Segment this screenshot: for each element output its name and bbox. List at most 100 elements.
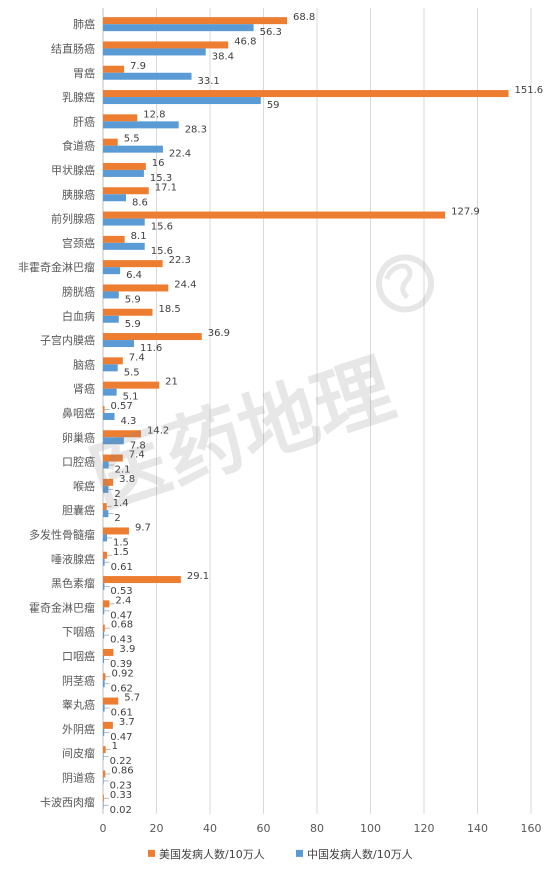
bar-us [103,503,107,511]
data-label-cn: 0.62 [111,683,133,694]
data-label-us: 5.7 [124,693,140,704]
data-label-us: 5.5 [124,134,140,145]
category-label: 子宫内膜癌 [40,333,95,347]
bar-us [103,478,114,486]
bar-cn [103,412,115,420]
bar-cn [103,194,127,202]
bar-us [103,65,125,73]
legend-swatch [148,849,155,857]
data-label-us: 127.9 [451,207,480,218]
data-label-cn: 0.47 [110,610,132,621]
bar-us [103,41,229,49]
data-label-us: 1.4 [113,498,129,509]
category-label: 阴茎癌 [62,673,95,687]
bar-cn [103,169,144,177]
data-label-us: 7.9 [130,61,146,72]
bar-cn [103,340,135,348]
data-label-us: 3.9 [119,644,135,655]
data-label-cn: 4.3 [121,416,137,427]
data-label-cn: 15.6 [151,246,173,257]
bar-us [103,90,509,98]
data-label-us: 0.68 [111,620,133,631]
category-label: 喉癌 [73,479,95,493]
data-label-us: 36.9 [208,328,230,339]
bar-cn [103,558,105,566]
bar-cn [103,315,119,323]
globe-icon [376,254,435,313]
category-label: 鼻咽癌 [62,406,95,420]
data-label-cn: 0.22 [110,756,132,767]
bar-cn [103,145,163,153]
data-label-us: 17.1 [155,182,177,193]
category-label: 肝癌 [73,114,95,128]
data-label-us: 21 [165,377,178,388]
bar-us [103,235,125,243]
bar-cn [103,704,105,712]
category-label: 膀胱癌 [62,284,95,298]
bar-cn [103,24,254,32]
bar-cn [103,753,104,761]
data-label-us: 18.5 [158,304,180,315]
legend-label: 中国发病人数/10万人 [307,847,413,861]
x-tick-label: 60 [257,822,271,835]
data-label-cn: 15.6 [151,222,173,233]
bar-us [103,454,123,462]
bar-cn [103,728,105,736]
legend-label: 美国发病人数/10万人 [159,847,265,861]
category-label: 宫颈癌 [62,236,95,250]
data-label-us: 12.8 [143,109,165,120]
data-label-us: 0.92 [111,668,133,679]
category-label: 胆囊癌 [62,503,95,517]
data-label-cn: 5.9 [125,294,141,305]
x-tick-label: 160 [521,822,542,835]
data-label-us: 46.8 [234,36,256,47]
data-label-cn: 5.1 [123,392,139,403]
category-label: 下咽癌 [62,625,95,639]
bar-us [103,721,113,729]
data-label-us: 16 [152,158,165,169]
category-label: 肾癌 [73,382,95,396]
category-label: 口腔癌 [62,455,95,469]
bar-us [103,794,104,802]
x-tick-label: 120 [414,822,435,835]
bar-cn [103,437,124,445]
data-label-cn: 0.02 [110,805,132,816]
data-label-us: 22.3 [169,255,191,266]
data-label-cn: 56.3 [260,27,282,38]
data-label-us: 68.8 [293,12,315,23]
bar-us [103,308,153,316]
data-label-cn: 33.1 [198,76,220,87]
legend-swatch [296,849,303,857]
data-label-us: 2.4 [115,595,131,606]
x-tick-label: 80 [310,822,324,835]
x-tick-label: 0 [100,822,107,835]
category-label: 食道癌 [62,139,95,153]
data-label-us: 1.5 [113,547,129,558]
data-label-cn: 38.4 [212,51,234,62]
bar-cn [103,72,192,80]
category-label: 卵巢癌 [62,430,95,444]
data-label-us: 151.6 [515,85,544,96]
category-label: 唾液腺癌 [51,552,95,566]
bar-us [103,211,446,219]
category-label: 乳腺癌 [62,90,95,104]
bar-us [103,648,114,656]
bar-cn [103,607,105,615]
bar-cn [103,510,109,518]
bar-cn [103,801,104,809]
category-label: 白血病 [62,309,95,323]
bar-us [103,405,105,413]
data-label-us: 14.2 [147,425,169,436]
bar-us [103,624,105,632]
data-label-cn: 0.61 [111,708,133,719]
bar-us [103,260,163,268]
data-label-cn: 8.6 [132,197,148,208]
bar-us [103,576,181,584]
category-label: 外阴癌 [62,722,95,736]
data-label-cn: 1.5 [113,537,129,548]
data-label-cn: 11.6 [140,343,162,354]
data-label-us: 7.4 [129,450,145,461]
data-label-cn: 0.23 [110,780,132,791]
data-label-cn: 28.3 [185,124,207,135]
